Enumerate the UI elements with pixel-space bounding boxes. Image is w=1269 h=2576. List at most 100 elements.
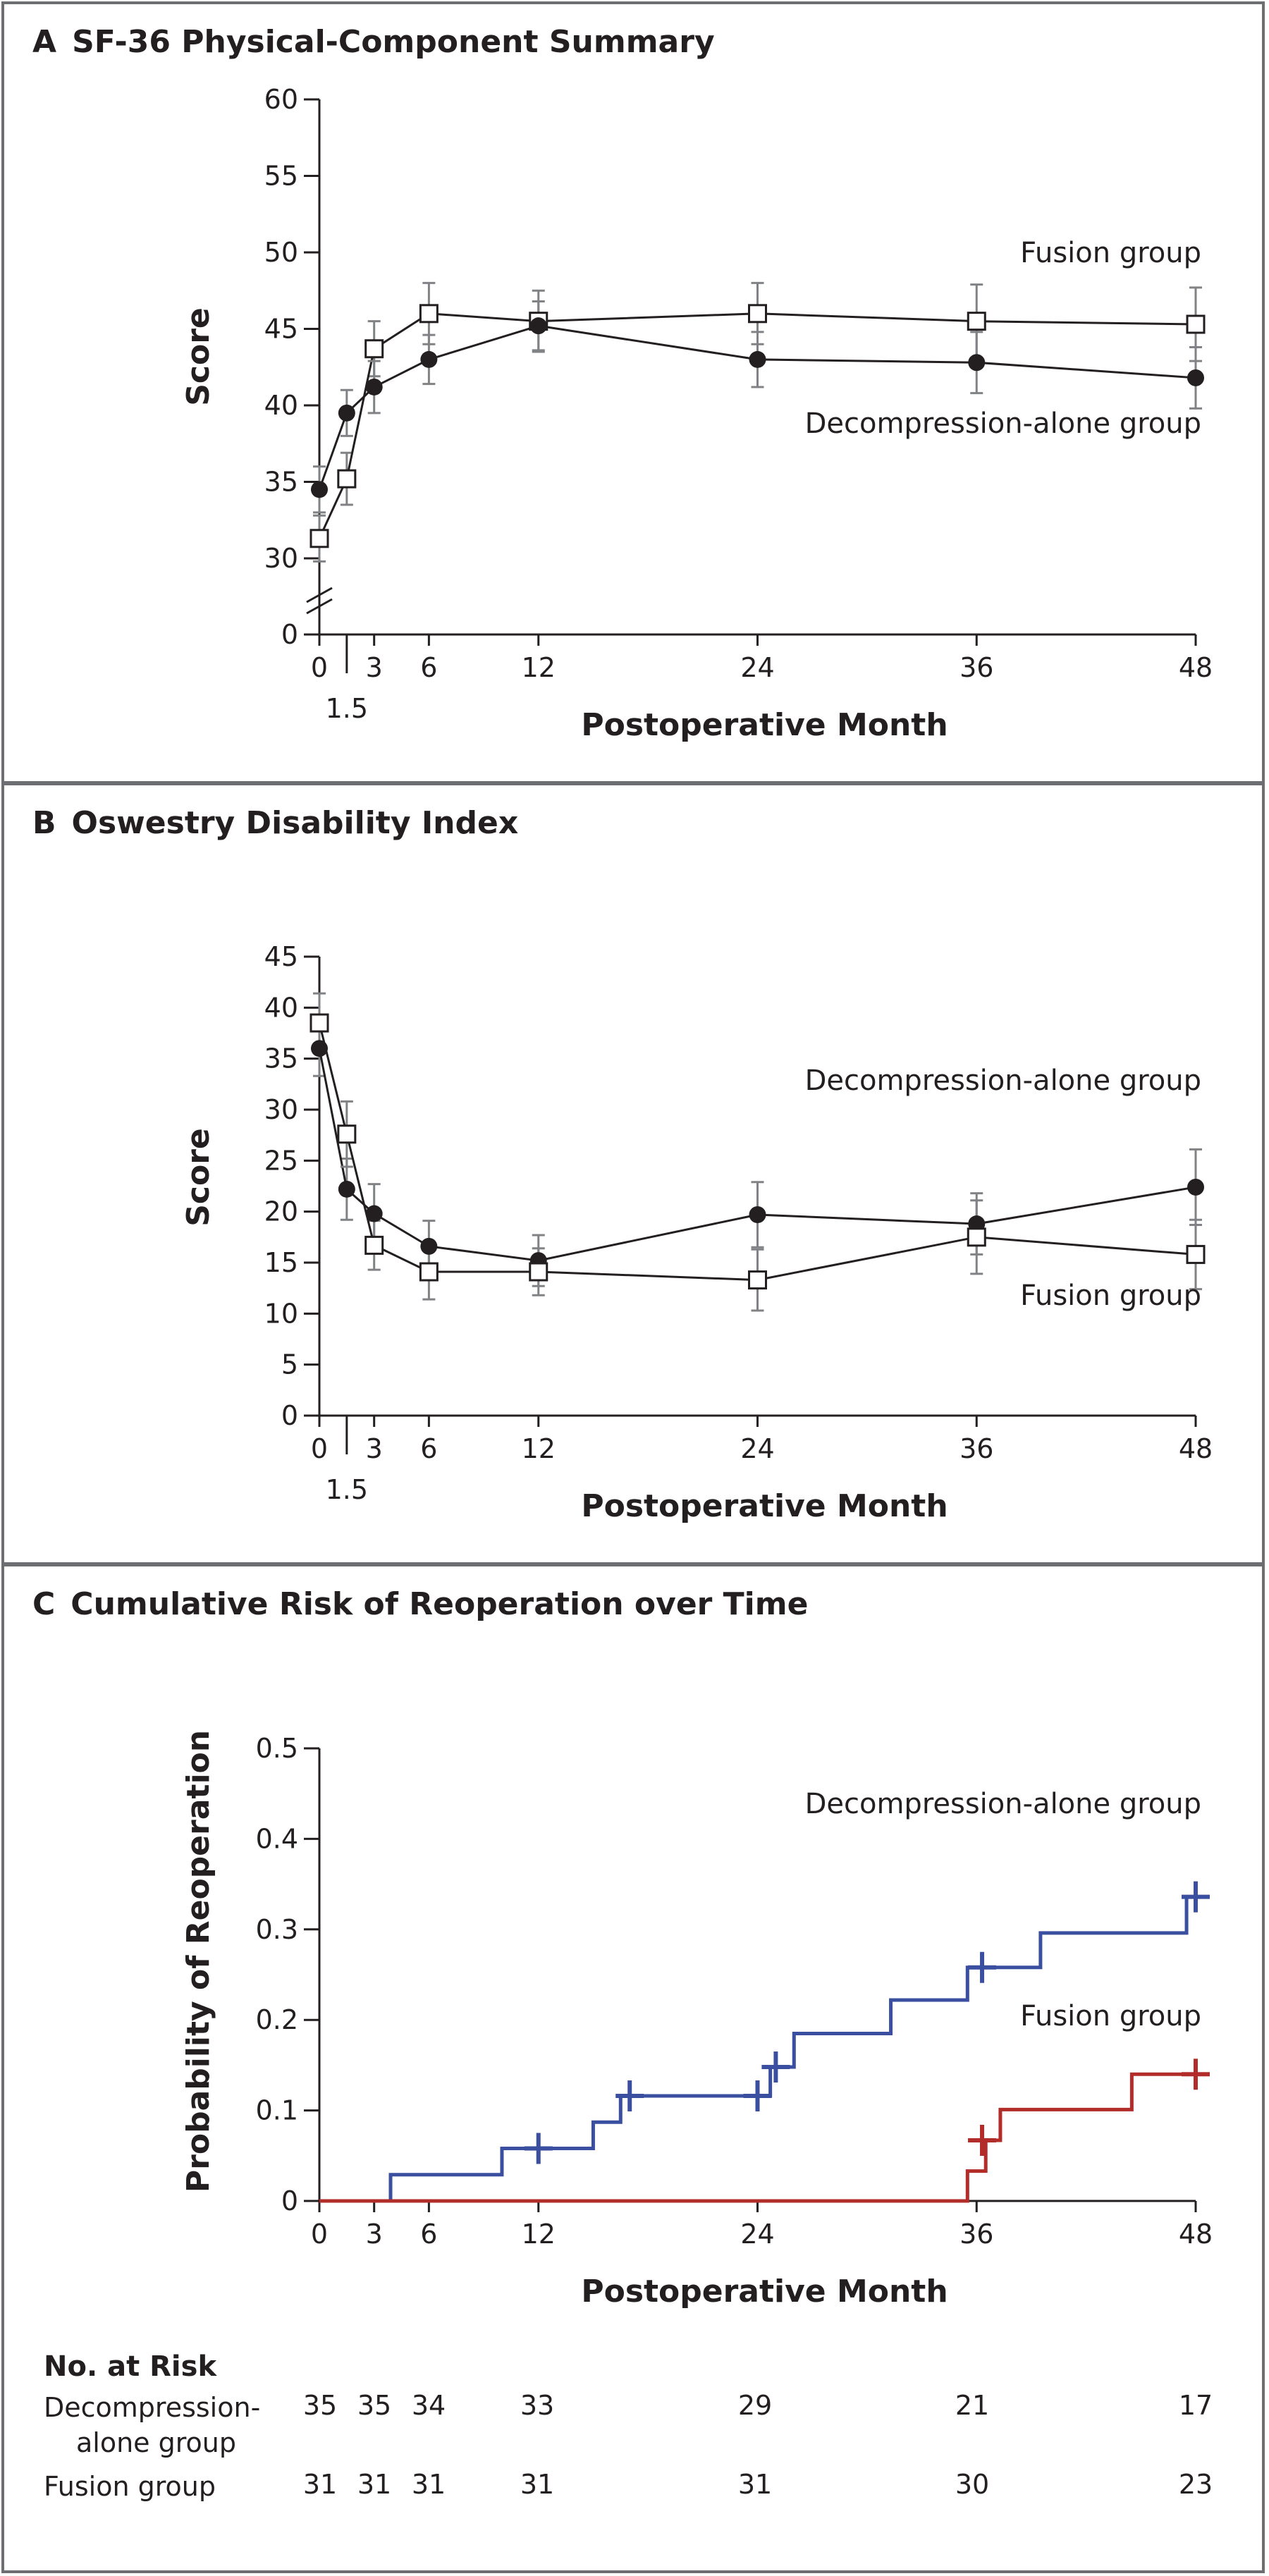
x-tick-label: 3 <box>366 2219 383 2250</box>
data-point-circle <box>529 317 547 335</box>
series-line <box>318 1022 1196 1282</box>
data-point-square <box>967 312 986 331</box>
y-tick-label: 55 <box>264 161 298 192</box>
x-tick-label: 0 <box>311 652 328 683</box>
axis-break-mark <box>306 587 333 603</box>
x-tick-label: 24 <box>740 1433 774 1464</box>
y-tick-label: 0.5 <box>256 1733 298 1764</box>
panel-c: C Cumulative Risk of Reoperation over Tim… <box>1 1564 1265 2573</box>
y-tick-label: 45 <box>264 314 298 345</box>
data-point-circle <box>749 350 766 368</box>
x-tick-label: 6 <box>420 652 437 683</box>
y-tick-label: 0 <box>281 2185 298 2216</box>
y-tick-label: 5 <box>281 1349 298 1380</box>
data-point-circle <box>1187 369 1204 386</box>
risk-table-title: No. at Risk <box>44 2350 217 2383</box>
x-tick-label: 48 <box>1179 2219 1213 2250</box>
y-tick-label: 0 <box>281 1400 298 1431</box>
risk-cell: 34 <box>411 2390 446 2421</box>
x-sub-tick-label: 1.5 <box>326 1474 368 1505</box>
series-label: Decompression-alone group <box>805 407 1201 440</box>
y-tick-label: 60 <box>264 84 298 115</box>
panel-a-letter: A <box>32 24 57 60</box>
panel-b-title-text: Oswestry Disability Index <box>71 805 519 841</box>
data-point-square <box>1186 314 1206 334</box>
data-point-circle <box>338 404 355 422</box>
x-tick-label: 48 <box>1179 1433 1213 1464</box>
y-tick-label: 20 <box>264 1196 298 1227</box>
y-tick-label: 30 <box>264 1094 298 1125</box>
x-tick-label: 24 <box>740 2219 774 2250</box>
x-tick-label: 36 <box>960 652 993 683</box>
x-sub-tick-label: 1.5 <box>326 693 368 724</box>
series-label: Fusion group <box>1020 1280 1201 1312</box>
y-tick-label: 0.1 <box>256 2095 298 2126</box>
y-tick-label: 0.2 <box>256 2004 298 2035</box>
x-tick-label: 48 <box>1179 652 1213 683</box>
data-point-square <box>748 304 767 324</box>
panel-a-title-text: SF-36 Physical-Component Summary <box>72 24 715 60</box>
data-point-circle <box>420 350 438 368</box>
x-tick-label: 0 <box>311 1433 328 1464</box>
risk-cell: 31 <box>411 2469 446 2500</box>
y-axis-title: Score <box>180 307 216 406</box>
data-point-circle <box>420 1237 438 1255</box>
x-axis-title: Postoperative Month <box>581 1488 948 1524</box>
data-point-square <box>419 1262 439 1282</box>
axis-break-mark <box>306 598 333 615</box>
risk-cell: 31 <box>737 2469 773 2500</box>
y-tick-label: 45 <box>264 941 298 972</box>
data-point-square <box>337 469 357 489</box>
data-point-circle <box>311 1040 328 1057</box>
risk-cell: 31 <box>357 2469 392 2500</box>
risk-cell: 31 <box>520 2469 555 2500</box>
y-axis-title: Probability of Reoperation <box>180 1730 216 2192</box>
risk-cell: 21 <box>955 2390 990 2421</box>
series-label: Decompression-alone group <box>805 1788 1201 1820</box>
panel-b: B Oswestry Disability Index 0 3 6 12 24 36 48 Po… <box>1 783 1265 1565</box>
risk-cell: 33 <box>520 2390 555 2421</box>
x-tick-label: 6 <box>420 2219 437 2250</box>
x-tick-label: 24 <box>740 652 774 683</box>
panel-b-title: B Oswestry Disability Index <box>32 805 518 841</box>
y-tick-label: 30 <box>264 543 298 574</box>
data-point-square <box>309 529 329 548</box>
data-point-circle <box>365 378 383 395</box>
x-tick-label: 6 <box>420 1433 437 1464</box>
y-tick-label: 50 <box>264 237 298 268</box>
x-axis-title: Postoperative Month <box>581 2274 948 2310</box>
y-axis-title: Score <box>180 1128 216 1227</box>
data-point-square <box>364 1235 384 1255</box>
risk-cell: 29 <box>737 2390 773 2421</box>
data-point-square <box>748 1270 767 1290</box>
panel-a: A SF-36 Physical-Component Summary 0 3 6 12 2… <box>1 1 1265 784</box>
y-tick-label: 0.4 <box>256 1823 298 1854</box>
y-tick-label: 40 <box>264 992 298 1023</box>
risk-row-label-decompression-line2: alone group <box>76 2427 236 2458</box>
data-point-square <box>529 1262 548 1282</box>
y-tick-label: 0.3 <box>256 1914 298 1945</box>
x-tick-label: 0 <box>311 2219 328 2250</box>
x-tick-label: 12 <box>522 1433 556 1464</box>
panel-b-letter: B <box>32 805 56 841</box>
data-point-circle <box>365 1205 383 1222</box>
series-label: Fusion group <box>1020 237 1201 269</box>
x-tick-label: 3 <box>366 652 383 683</box>
data-point-square <box>309 1013 329 1033</box>
panel-c-title: C Cumulative Risk of Reoperation over Tim… <box>32 1586 808 1622</box>
y-tick-label: 35 <box>264 467 298 498</box>
data-point-circle <box>749 1206 766 1224</box>
x-tick-label: 3 <box>366 1433 383 1464</box>
risk-row-label-decompression-line1: Decompression- <box>44 2392 261 2423</box>
y-tick-label: 15 <box>264 1247 298 1278</box>
risk-cell: 17 <box>1178 2390 1213 2421</box>
x-axis-title: Postoperative Month <box>581 707 948 743</box>
data-point-circle <box>338 1180 355 1198</box>
data-point-circle <box>968 354 986 372</box>
y-tick-label: 35 <box>264 1043 298 1074</box>
series-label: Decompression-alone group <box>805 1065 1201 1097</box>
panel-c-title-text: Cumulative Risk of Reoperation over Time <box>70 1586 809 1622</box>
